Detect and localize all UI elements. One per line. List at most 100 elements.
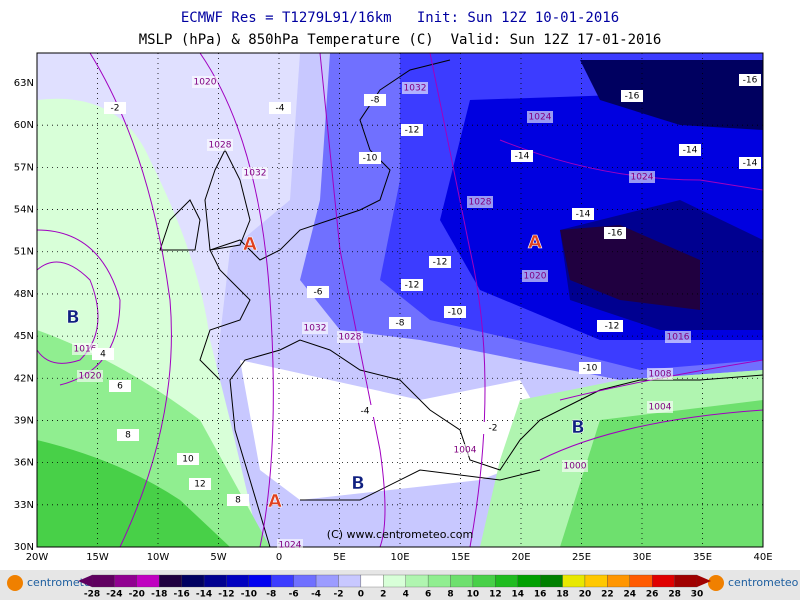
header-line1: ECMWF Res = T1279L91/16km Init: Sun 12Z … [181, 10, 619, 26]
scale-label: 2 [380, 590, 386, 600]
scale-swatch [383, 574, 406, 588]
scale-label: 30 [691, 590, 704, 600]
scale-swatch [315, 574, 339, 588]
temp-label: -10 [583, 364, 598, 374]
isobar-label: 1024 [631, 173, 654, 183]
scale-label: -16 [173, 590, 189, 600]
temp-label-bg [511, 150, 533, 162]
temp-label: -4 [361, 407, 370, 417]
lat-label: 63N [14, 78, 34, 89]
field-navy-dark [560, 225, 700, 310]
temp-label-bg [359, 152, 381, 164]
isobar-label: 1016 [74, 345, 97, 355]
temp-label-bg [579, 362, 601, 374]
temp-label-bg [364, 94, 386, 106]
isobar-label-bg [242, 167, 268, 179]
scale-swatch [562, 574, 586, 588]
map [36, 52, 764, 548]
scale-swatch [652, 574, 675, 588]
scale-swatch [271, 574, 294, 588]
scale-swatch [203, 574, 227, 588]
isobar [499, 139, 764, 191]
scale-label: -2 [333, 590, 343, 600]
isobar [199, 52, 274, 548]
temp-label-bg [227, 494, 249, 506]
logo-icon [7, 575, 23, 591]
field-green-dark [37, 440, 230, 547]
lon-label: 0 [276, 552, 282, 563]
scale-swatch [539, 574, 563, 588]
scale-label: -8 [266, 590, 276, 600]
temp-label: -10 [363, 154, 378, 164]
lat-label: 30N [14, 542, 34, 553]
scale-arrow-right [697, 575, 711, 587]
isobar [429, 52, 486, 548]
lat-label: 33N [14, 500, 34, 511]
isobar-label-bg [467, 196, 493, 208]
temp-label-bg [572, 208, 594, 220]
isobar-label-bg [647, 401, 673, 413]
pressure-center: B [66, 307, 80, 328]
temp-label: -16 [743, 76, 758, 86]
temp-label-bg [621, 90, 643, 102]
temp-label-bg [739, 157, 761, 169]
temp-label-bg [429, 256, 451, 268]
isobar-label: 1020 [524, 272, 547, 282]
scale-swatch [248, 574, 272, 588]
logo-icon [708, 575, 724, 591]
lat-label: 42N [14, 373, 34, 384]
lon-label: 35E [693, 552, 712, 563]
lon-label: 5W [210, 552, 226, 563]
isobar-label: 1004 [454, 446, 477, 456]
temp-label: -12 [433, 258, 448, 268]
lat-label: 60N [14, 120, 34, 131]
scale-label: 14 [511, 590, 524, 600]
temp-label-bg [92, 348, 114, 360]
isobar-label: 1024 [279, 541, 302, 551]
logo: centrometeo [728, 576, 799, 589]
coastlines [159, 59, 764, 548]
isobar-label-bg [522, 270, 548, 282]
field-white [240, 360, 560, 500]
temp-label: 8 [235, 496, 241, 506]
scale-swatch [674, 574, 698, 588]
isobar-label-bg [629, 171, 655, 183]
temp-label-bg [482, 422, 504, 434]
isobar-label-bg [192, 76, 218, 88]
isobar-label: 1028 [469, 198, 492, 208]
lon-label: 10W [147, 552, 170, 563]
coast-blacksea [559, 374, 764, 411]
scale-label: -20 [129, 590, 145, 600]
lat-label: 51N [14, 247, 34, 258]
graticule [37, 53, 763, 547]
temp-label-bg [189, 478, 211, 490]
scale-swatch [181, 574, 205, 588]
field-green-se-dark [560, 400, 763, 547]
scale-label: 12 [489, 590, 502, 600]
lat-label: 39N [14, 415, 34, 426]
temp-label-bg [401, 124, 423, 136]
isobar-label-bg [277, 539, 303, 551]
lon-label: 20W [26, 552, 49, 563]
isobar [539, 409, 764, 461]
temp-label: -16 [625, 92, 640, 102]
temp-label: -16 [608, 229, 623, 239]
lon-label: 15W [86, 552, 109, 563]
scale-label: 6 [425, 590, 431, 600]
isobar-label: 1020 [79, 372, 102, 382]
scale-swatch [607, 574, 630, 588]
temp-label: -14 [743, 159, 758, 169]
pressure-center: A [528, 232, 542, 253]
isobar-label: 1028 [209, 141, 232, 151]
temp-label: -14 [576, 210, 591, 220]
scale-label: -24 [106, 590, 122, 600]
isobar-label-bg [72, 343, 98, 355]
lat-label: 36N [14, 458, 34, 469]
scale-swatch [114, 574, 137, 588]
scale-swatch [472, 574, 496, 588]
temp-label-bg [109, 380, 131, 392]
coast-west [199, 59, 451, 381]
scale-swatch [495, 574, 518, 588]
scale-label: -12 [218, 590, 234, 600]
scale-swatch [360, 574, 384, 588]
